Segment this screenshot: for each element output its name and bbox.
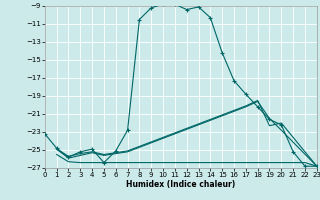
X-axis label: Humidex (Indice chaleur): Humidex (Indice chaleur) — [126, 180, 236, 189]
